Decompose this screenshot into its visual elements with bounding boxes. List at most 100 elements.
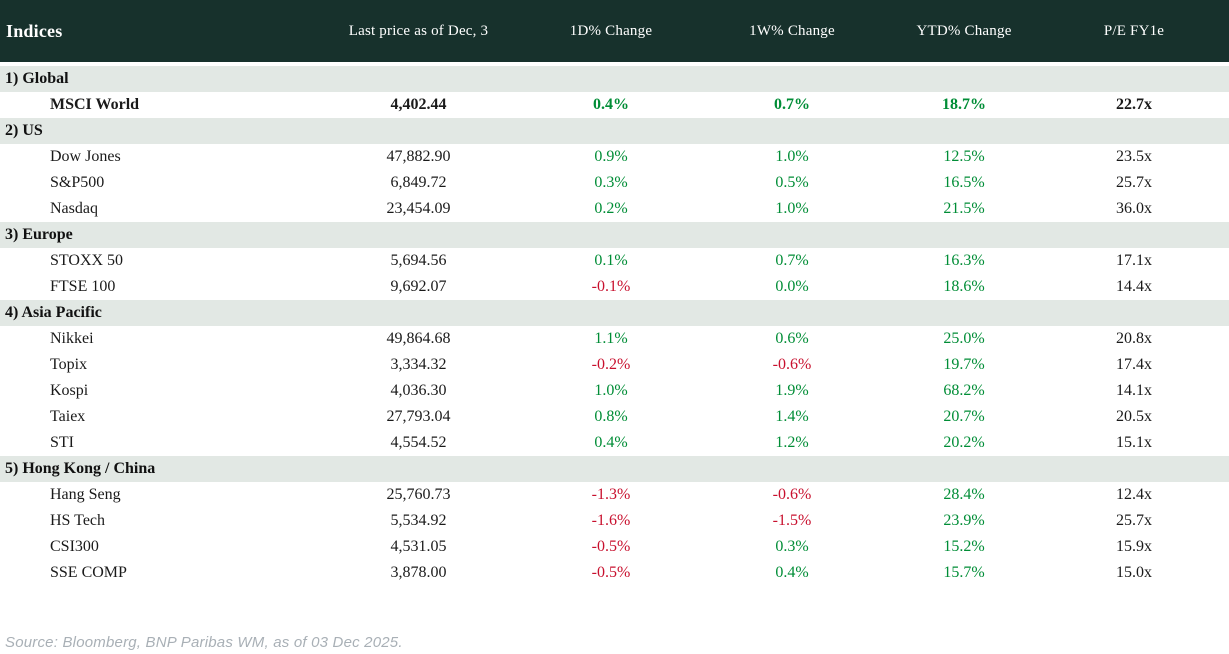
index-row: MSCI World 4,402.44 0.4% 0.7% 18.7% 22.7… [0, 92, 1229, 118]
index-name: STOXX 50 [50, 252, 124, 269]
change-ytd: 16.3% [943, 252, 985, 269]
change-1d: 0.8% [594, 408, 628, 425]
pe-fy1e: 12.4x [1116, 486, 1152, 503]
col-header-pe-fy1e: P/E FY1e [1103, 22, 1165, 39]
index-row: Hang Seng 25,760.73 -1.3% -0.6% 28.4% 12… [0, 482, 1229, 508]
index-row: CSI300 4,531.05 -0.5% 0.3% 15.2% 15.9x [0, 534, 1229, 560]
last-price: 4,554.52 [390, 434, 447, 451]
pe-fy1e: 15.9x [1116, 538, 1152, 555]
last-price: 27,793.04 [386, 408, 451, 425]
change-1d: 0.2% [594, 200, 628, 217]
change-1d: 0.4% [594, 434, 628, 451]
index-name: Kospi [50, 382, 89, 399]
section-row: 1) Global [0, 66, 1229, 92]
pe-fy1e: 20.8x [1116, 330, 1152, 347]
last-price: 23,454.09 [386, 200, 451, 217]
index-name: STI [50, 434, 74, 451]
change-1w: -0.6% [772, 486, 812, 503]
last-price: 5,694.56 [390, 252, 447, 269]
last-price: 25,760.73 [386, 486, 451, 503]
change-ytd: 18.6% [943, 278, 985, 295]
last-price: 3,878.00 [390, 564, 447, 581]
pe-fy1e: 15.1x [1116, 434, 1152, 451]
change-1d: -0.5% [591, 564, 631, 581]
index-row: S&P500 6,849.72 0.3% 0.5% 16.5% 25.7x [0, 170, 1229, 196]
last-price: 47,882.90 [386, 148, 451, 165]
pe-fy1e: 14.4x [1116, 278, 1152, 295]
change-1w: 0.3% [775, 538, 809, 555]
change-1w: 1.0% [775, 200, 809, 217]
section-row: 5) Hong Kong / China [0, 456, 1229, 482]
change-1d: 1.1% [594, 330, 628, 347]
change-ytd: 19.7% [943, 356, 985, 373]
index-name: FTSE 100 [50, 278, 116, 295]
index-row: HS Tech 5,534.92 -1.6% -1.5% 23.9% 25.7x [0, 508, 1229, 534]
indices-table: Indices Last price as of Dec, 3 1D% Chan… [0, 0, 1229, 586]
index-row: STI 4,554.52 0.4% 1.2% 20.2% 15.1x [0, 430, 1229, 456]
index-row: FTSE 100 9,692.07 -0.1% 0.0% 18.6% 14.4x [0, 274, 1229, 300]
change-1w: 1.4% [775, 408, 809, 425]
index-name: SSE COMP [50, 564, 127, 581]
index-name: Dow Jones [50, 148, 121, 165]
change-1w: 0.6% [775, 330, 809, 347]
index-name: Hang Seng [50, 486, 121, 503]
index-name: S&P500 [50, 174, 105, 191]
pe-fy1e: 20.5x [1116, 408, 1152, 425]
section-row: 3) Europe [0, 222, 1229, 248]
table-title: Indices [6, 20, 63, 41]
change-1d: 1.0% [594, 382, 628, 399]
section-label: 5) Hong Kong / China [5, 460, 156, 477]
last-price: 4,402.44 [390, 96, 447, 113]
col-header-1w-change: 1W% Change [749, 22, 835, 39]
change-ytd: 18.7% [942, 96, 986, 113]
index-row: STOXX 50 5,694.56 0.1% 0.7% 16.3% 17.1x [0, 248, 1229, 274]
index-name: Nasdaq [50, 200, 98, 217]
change-ytd: 23.9% [943, 512, 985, 529]
pe-fy1e: 17.1x [1116, 252, 1152, 269]
change-1w: 1.9% [775, 382, 809, 399]
change-1w: 0.7% [775, 252, 809, 269]
last-price: 6,849.72 [390, 174, 447, 191]
index-row: SSE COMP 3,878.00 -0.5% 0.4% 15.7% 15.0x [0, 560, 1229, 586]
change-ytd: 68.2% [943, 382, 985, 399]
section-label: 1) Global [5, 70, 69, 87]
section-label: 4) Asia Pacific [5, 304, 102, 321]
change-ytd: 20.7% [943, 408, 985, 425]
index-row: Dow Jones 47,882.90 0.9% 1.0% 12.5% 23.5… [0, 144, 1229, 170]
header-gap [0, 62, 1229, 66]
section-row: 2) US [0, 118, 1229, 144]
pe-fy1e: 17.4x [1116, 356, 1152, 373]
change-1d: -0.5% [591, 538, 631, 555]
change-1w: 0.7% [774, 96, 810, 113]
change-1d: 0.9% [594, 148, 628, 165]
change-1w: -0.6% [772, 356, 812, 373]
change-1w: -1.5% [772, 512, 812, 529]
pe-fy1e: 15.0x [1116, 564, 1152, 581]
change-ytd: 21.5% [943, 200, 985, 217]
change-1d: -1.3% [591, 486, 631, 503]
change-1d: -1.6% [591, 512, 631, 529]
index-row: Taiex 27,793.04 0.8% 1.4% 20.7% 20.5x [0, 404, 1229, 430]
index-row: Nikkei 49,864.68 1.1% 0.6% 25.0% 20.8x [0, 326, 1229, 352]
change-ytd: 15.7% [943, 564, 985, 581]
last-price: 4,036.30 [390, 382, 447, 399]
change-ytd: 28.4% [943, 486, 985, 503]
index-row: Topix 3,334.32 -0.2% -0.6% 19.7% 17.4x [0, 352, 1229, 378]
last-price: 5,534.92 [390, 512, 447, 529]
table-body: 1) Global MSCI World 4,402.44 0.4% 0.7% … [0, 66, 1229, 586]
index-row: Nasdaq 23,454.09 0.2% 1.0% 21.5% 36.0x [0, 196, 1229, 222]
section-label: 2) US [5, 122, 43, 139]
index-name: HS Tech [50, 512, 106, 529]
source-note: Source: Bloomberg, BNP Paribas WM, as of… [5, 634, 403, 651]
section-row: 4) Asia Pacific [0, 300, 1229, 326]
pe-fy1e: 25.7x [1116, 174, 1152, 191]
index-name: Taiex [50, 408, 86, 425]
change-ytd: 20.2% [943, 434, 985, 451]
last-price: 49,864.68 [386, 330, 451, 347]
change-1d: -0.1% [591, 278, 631, 295]
last-price: 9,692.07 [390, 278, 447, 295]
change-1w: 1.2% [775, 434, 809, 451]
last-price: 4,531.05 [390, 538, 447, 555]
change-1d: 0.1% [594, 252, 628, 269]
table-header-row: Indices Last price as of Dec, 3 1D% Chan… [0, 0, 1229, 62]
